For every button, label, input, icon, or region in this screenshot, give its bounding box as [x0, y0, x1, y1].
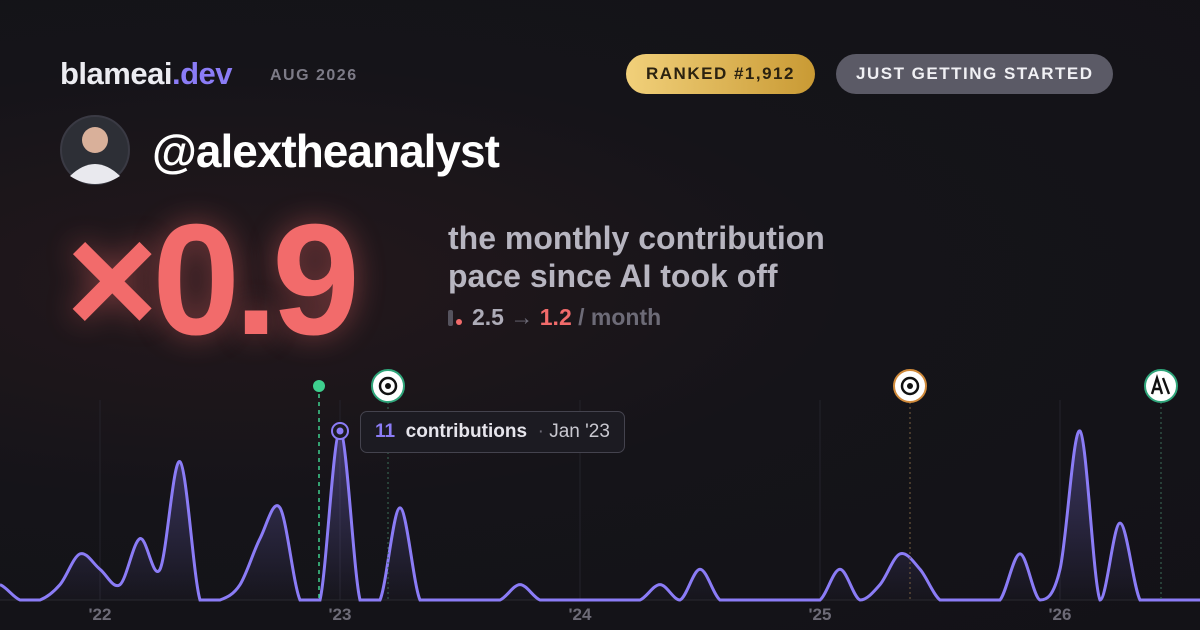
- area: [0, 430, 1200, 600]
- arrow: →: [510, 304, 534, 330]
- brand-tld: .dev: [171, 56, 233, 91]
- openai-icon: [893, 369, 927, 403]
- x-tick-label: '22: [89, 605, 112, 624]
- anthropic-icon: [1144, 369, 1178, 403]
- highlight-dot: [336, 427, 344, 435]
- brand: blameai.dev: [60, 56, 232, 92]
- pace-icon: [448, 310, 453, 326]
- description: the monthly contribution: [448, 220, 825, 256]
- tooltip-value: 11: [375, 421, 396, 442]
- handle: @alextheanalyst: [152, 125, 500, 177]
- avatar: [60, 115, 130, 185]
- tooltip-label: contributions: [405, 421, 528, 442]
- brand-name: blameai: [60, 56, 172, 91]
- pace: 2.5 → 1.2 / month: [448, 304, 661, 331]
- unit: / month: [578, 304, 662, 330]
- date: AUG 2026: [270, 67, 358, 84]
- rank-badge: RANKED #1,912: [626, 54, 815, 94]
- before: 2.5: [472, 304, 504, 330]
- x-tick-label: '25: [809, 605, 832, 624]
- line: [0, 429, 1200, 602]
- x-tick-label: '24: [569, 605, 592, 624]
- pace-icon: [456, 319, 462, 325]
- tooltip-date: Jan '23: [549, 421, 610, 442]
- multiplier: ×0.9: [66, 192, 360, 368]
- status-badge: JUST GETTING STARTED: [836, 54, 1114, 94]
- after: 1.2: [539, 304, 572, 330]
- x-tick-label: '23: [329, 605, 352, 624]
- event-dot: [313, 380, 325, 392]
- tooltip: 11 contributions · Jan '23: [360, 411, 625, 453]
- x-tick-label: '26: [1049, 605, 1072, 624]
- description: pace since AI took off: [448, 258, 778, 294]
- openai-icon: [371, 369, 405, 403]
- plot: '22 '23 '24 '25 '26: [0, 400, 1200, 624]
